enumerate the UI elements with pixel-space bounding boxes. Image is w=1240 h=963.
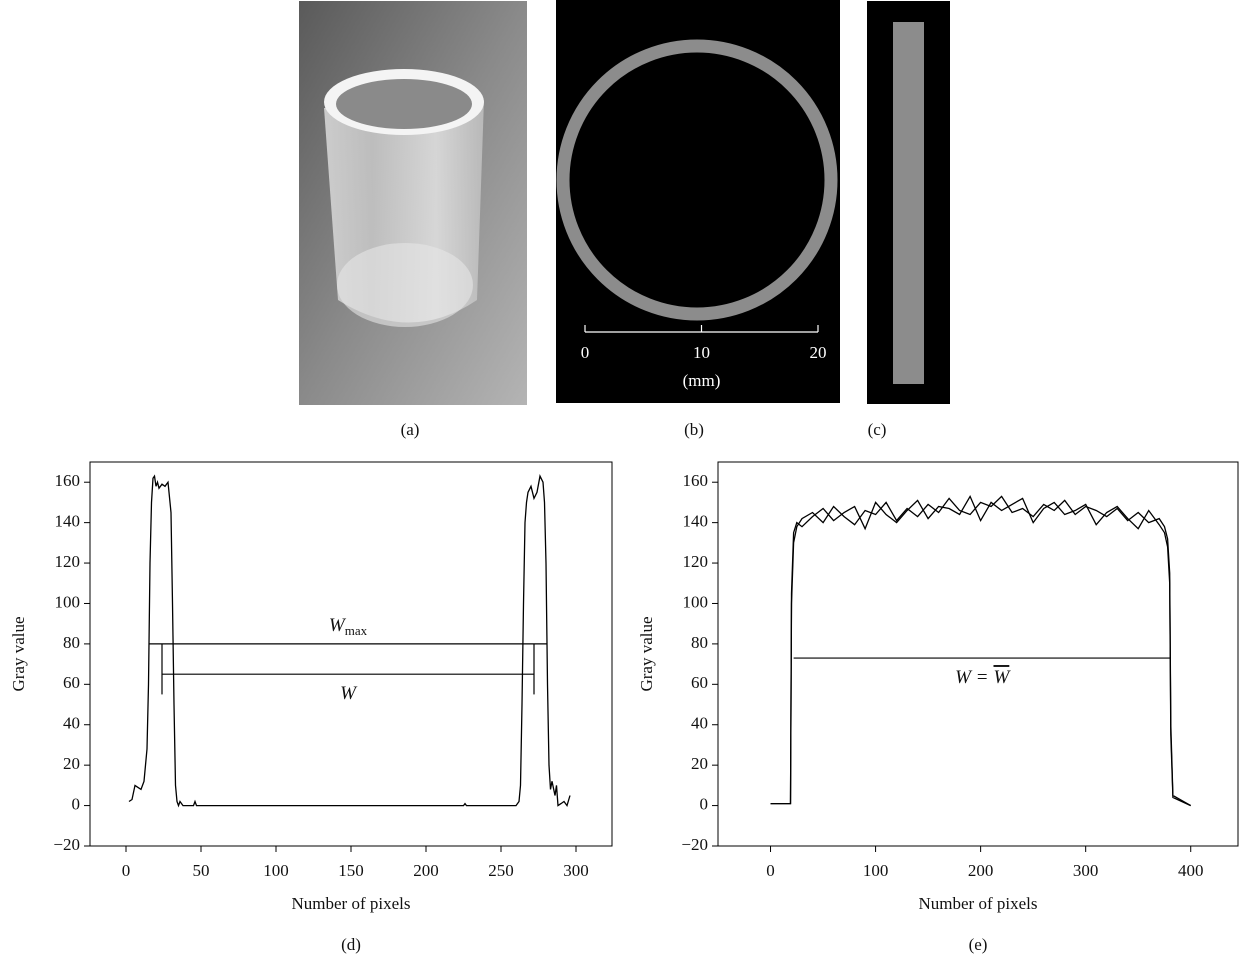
- y-tick-label: 60: [63, 673, 80, 692]
- y-tick-label: 40: [691, 714, 708, 733]
- width-symbol: W =: [955, 667, 988, 688]
- x-tick-label: 150: [338, 861, 364, 880]
- width-label: W: [340, 684, 358, 705]
- y-tick-label: 100: [683, 592, 709, 611]
- scale-unit: (mm): [683, 371, 721, 390]
- plot-frame: [717, 461, 1239, 847]
- width-label: Wmax: [329, 615, 368, 638]
- y-tick-label: 80: [63, 633, 80, 652]
- chart-caption: (d): [341, 935, 361, 954]
- y-tick-label: 160: [55, 471, 81, 490]
- y-axis-title: Gray value: [637, 616, 656, 691]
- x-axis-title: Number of pixels: [292, 894, 411, 913]
- y-tick-label: 20: [63, 754, 80, 773]
- x-tick-label: 400: [1178, 861, 1204, 880]
- y-tick-label: 0: [72, 794, 81, 813]
- x-tick-label: 50: [193, 861, 210, 880]
- x-tick-label: 100: [863, 861, 889, 880]
- width-symbol: W: [340, 684, 358, 705]
- y-axis-title: Gray value: [9, 616, 28, 691]
- y-tick-label: 60: [691, 673, 708, 692]
- ct-slice-c: [867, 1, 950, 404]
- chart-caption: (e): [969, 935, 988, 954]
- y-tick-label: −20: [681, 835, 708, 854]
- x-tick-label: 200: [413, 861, 439, 880]
- y-tick-label: 140: [683, 512, 709, 531]
- y-tick-label: 140: [55, 512, 81, 531]
- scale-tick-label: 10: [693, 343, 710, 362]
- data-line: [128, 474, 571, 808]
- y-tick-label: 160: [683, 471, 709, 490]
- y-tick-label: −20: [53, 835, 80, 854]
- width-mean: W: [993, 667, 1011, 688]
- width-symbol: W: [329, 615, 347, 636]
- panel-caption: (c): [868, 420, 887, 439]
- photo-a: [299, 1, 527, 405]
- panel-caption: (b): [684, 420, 704, 439]
- scale-tick-label: 20: [810, 343, 827, 362]
- panel-caption: (a): [401, 420, 420, 439]
- y-tick-label: 20: [691, 754, 708, 773]
- x-tick-label: 250: [488, 861, 514, 880]
- x-axis-title: Number of pixels: [919, 894, 1038, 913]
- data-line: [770, 494, 1191, 807]
- y-tick-label: 0: [700, 794, 709, 813]
- x-tick-label: 300: [563, 861, 589, 880]
- x-tick-label: 300: [1073, 861, 1099, 880]
- x-tick-label: 0: [766, 861, 775, 880]
- data-line: [770, 495, 1192, 807]
- y-tick-label: 40: [63, 714, 80, 733]
- ct-slice-b: [556, 0, 840, 403]
- y-tick-label: 80: [691, 633, 708, 652]
- x-tick-label: 0: [122, 861, 131, 880]
- y-tick-label: 120: [683, 552, 709, 571]
- x-tick-label: 100: [263, 861, 289, 880]
- width-subscript: max: [345, 623, 368, 638]
- y-tick-label: 120: [55, 552, 81, 571]
- y-tick-label: 100: [55, 592, 81, 611]
- width-label: W = W: [955, 667, 1011, 688]
- x-tick-label: 200: [968, 861, 994, 880]
- scale-tick-label: 0: [581, 343, 590, 362]
